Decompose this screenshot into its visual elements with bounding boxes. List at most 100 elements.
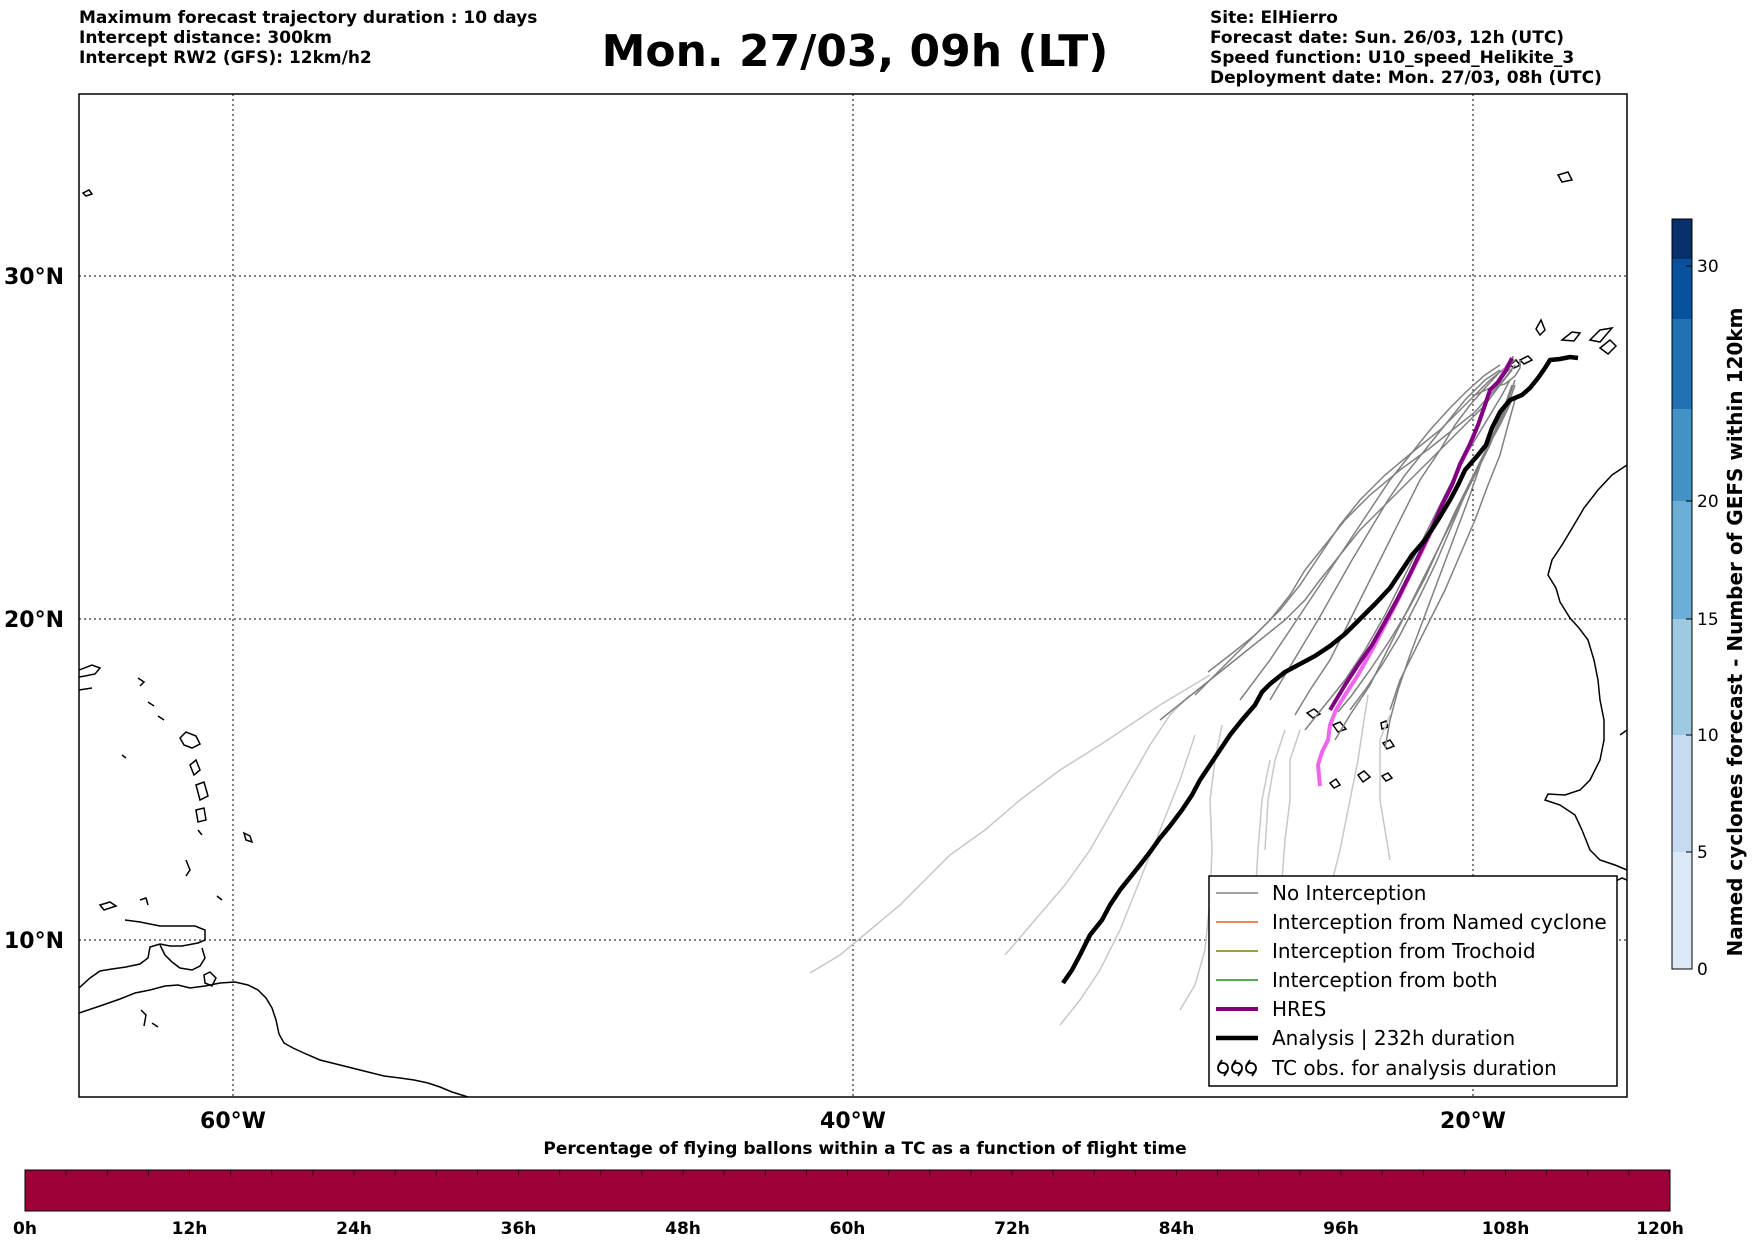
time-tick-120h: 120h — [1636, 1219, 1684, 1239]
island-lesser-antilles-3 — [157, 715, 165, 721]
island-cape-verde-1 — [1305, 708, 1322, 719]
time-tick-0h: 0h — [13, 1219, 37, 1239]
header-deployment-date: Deployment date: Mon. 27/03, 08h (UTC) — [1210, 68, 1602, 88]
island-trinidad — [203, 971, 217, 987]
legend-label-no-interception: No Interception — [1272, 881, 1426, 905]
island-guadeloupe — [179, 731, 202, 749]
island-martinique — [195, 781, 209, 802]
lat-label-20n: 20°N — [4, 608, 64, 633]
header-speed-function: Speed function: U10_speed_Helikite_3 — [1210, 48, 1575, 68]
coast-venezuela — [79, 919, 206, 989]
time-bar: Percentage of flying ballons within a TC… — [13, 1139, 1684, 1239]
islet-1 — [121, 754, 127, 759]
legend-label-analysis: Analysis | 232h duration — [1272, 1026, 1515, 1050]
lat-label-30n: 30°N — [4, 265, 64, 290]
island-lesser-antilles-2 — [147, 701, 155, 707]
trajectory-grey-5 — [1269, 369, 1501, 701]
lon-label-60w: 60°W — [200, 1109, 266, 1134]
island-lesser-antilles-1 — [137, 677, 146, 687]
time-tick-48h: 48h — [665, 1219, 701, 1239]
legend-label-both: Interception from both — [1272, 968, 1498, 992]
colorbar-seg-7 — [1672, 219, 1692, 259]
lon-label-20w: 20°W — [1440, 1109, 1506, 1134]
time-tick-12h: 12h — [172, 1219, 208, 1239]
header-info-right: Site: ElHierro Forecast date: Sun. 26/03… — [1210, 8, 1602, 88]
trajectory-grey-9 — [1384, 384, 1513, 749]
time-bar-title: Percentage of flying ballons within a TC… — [543, 1139, 1186, 1159]
header-info-left: Maximum forecast trajectory duration : 1… — [79, 8, 537, 68]
time-tick-60h: 60h — [830, 1219, 866, 1239]
colorbar-ticks — [1686, 265, 1692, 970]
island-tobago — [216, 895, 223, 901]
time-bar-labels: 0h 12h 24h 36h 48h 60h 72h 84h 96h 108h … — [13, 1219, 1684, 1239]
time-tick-108h: 108h — [1482, 1219, 1530, 1239]
lat-axis-labels: 30°N 20°N 10°N — [4, 265, 64, 954]
island-margarita — [140, 1009, 147, 1027]
legend-label-tc-obs: TC obs. for analysis duration — [1271, 1056, 1557, 1080]
colorbar-tick-10: 10 — [1697, 726, 1719, 746]
islet-coast — [151, 1022, 159, 1028]
island-cape-verde-7 — [1380, 772, 1394, 782]
header-intercept-distance: Intercept distance: 300km — [79, 28, 332, 48]
legend-label-trochoid: Interception from Trochoid — [1272, 939, 1536, 963]
legend-label-hres: HRES — [1272, 997, 1326, 1021]
header-intercept-rw2: Intercept RW2 (GFS): 12km/h2 — [79, 48, 372, 68]
trajectory-grey-12 — [1337, 399, 1513, 713]
trajectory-grey-11 — [1349, 384, 1516, 711]
hres-trajectory — [1328, 357, 1514, 712]
trajectory-grey-4 — [1239, 364, 1501, 701]
island-cape-verde-2 — [1331, 721, 1348, 733]
coast-africa-bit — [1619, 729, 1627, 736]
coastlines — [79, 171, 1627, 1097]
trajectory-grey-10 — [1389, 399, 1516, 711]
trajectory-light-7 — [1379, 714, 1391, 861]
island-cape-verde-5 — [1328, 777, 1342, 789]
island-aruba — [98, 901, 118, 911]
trajectory-grey-13 — [1474, 360, 1521, 396]
trajectory-light-9 — [1254, 759, 1271, 901]
colorbar-tick-5: 5 — [1697, 843, 1708, 863]
legend-box — [1208, 875, 1618, 1087]
colorbar-label: Named cyclones forecast - Number of GEFS… — [1723, 308, 1747, 957]
colorbar-tick-0: 0 — [1697, 960, 1708, 980]
time-tick-84h: 84h — [1159, 1219, 1195, 1239]
cyclone-symbol-icon — [1217, 1059, 1257, 1077]
island-gomera — [1518, 355, 1534, 365]
time-tick-72h: 72h — [994, 1219, 1030, 1239]
island-madeira — [1556, 171, 1574, 183]
island-gran-canaria — [1588, 326, 1614, 343]
header-site: Site: ElHierro — [1210, 8, 1338, 28]
island-virgin — [79, 687, 93, 691]
trajectory-grey-6 — [1294, 373, 1499, 716]
header-duration: Maximum forecast trajectory duration : 1… — [79, 8, 538, 28]
lat-label-10n: 10°N — [4, 929, 64, 954]
trajectory-light-8 — [1264, 729, 1286, 851]
time-tick-36h: 36h — [501, 1219, 537, 1239]
analysis-trajectory — [1061, 354, 1579, 985]
colorbar-tick-30: 30 — [1697, 257, 1719, 277]
island-bonaire — [139, 897, 149, 906]
trajectory-light-3 — [1059, 734, 1196, 1026]
trajectory-light-2 — [1004, 694, 1191, 956]
island-la-palma — [1535, 318, 1546, 337]
island-bermuda — [81, 189, 94, 197]
time-tick-24h: 24h — [336, 1219, 372, 1239]
coast-south-america — [79, 981, 469, 1097]
lon-label-40w: 40°W — [820, 1109, 886, 1134]
colorbar-frame — [1671, 218, 1693, 970]
coast-paria — [159, 944, 206, 971]
legend: No Interception Interception from Named … — [1208, 875, 1618, 1087]
island-st-lucia — [195, 807, 207, 823]
island-puerto-rico — [79, 664, 102, 678]
trajectory-light-4 — [1179, 724, 1223, 1011]
island-cape-verde-6 — [1356, 770, 1372, 784]
lon-axis-labels: 60°W 40°W 20°W — [200, 1109, 1506, 1134]
page-title: Mon. 27/03, 09h (LT) — [601, 26, 1109, 77]
time-bar-minor-ticks — [65, 1170, 1630, 1176]
time-tick-96h: 96h — [1323, 1219, 1359, 1239]
time-bar-fill — [24, 1169, 1671, 1212]
colorbar-tick-20: 20 — [1697, 492, 1719, 512]
island-dominica — [189, 758, 201, 777]
island-fuerteventura — [1598, 338, 1618, 355]
